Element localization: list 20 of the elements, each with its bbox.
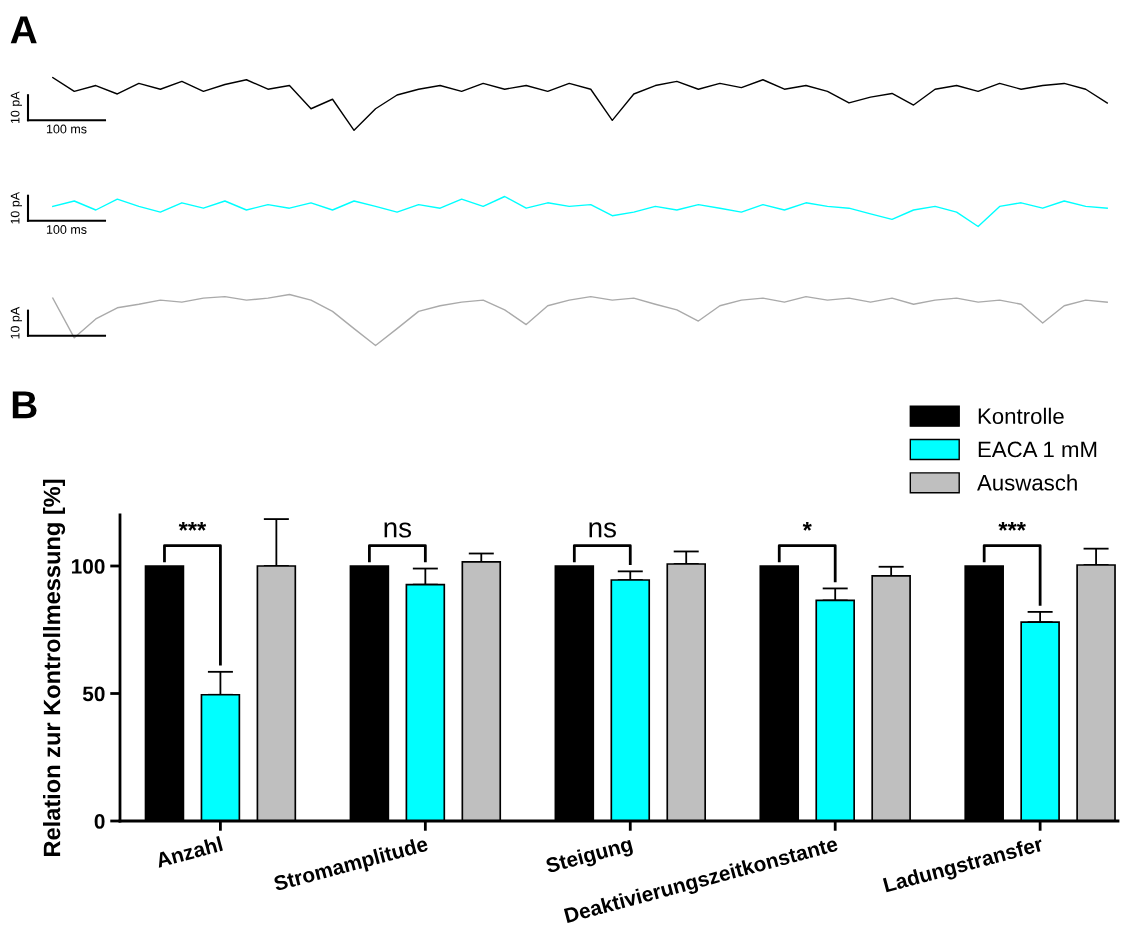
text: 10 pA <box>10 306 22 339</box>
annotation: *** <box>998 521 1026 531</box>
legend-label: Kontrolle <box>978 407 1064 425</box>
x-tick-label: Anzahl <box>154 835 223 868</box>
y-axis-title: Relation zur Kontrollmessung [%] <box>42 479 66 856</box>
chart-title: A <box>10 16 37 44</box>
y-tick-label: 50 <box>82 686 105 702</box>
y-tick-label: 0 <box>94 814 105 829</box>
annotation: ns <box>384 522 412 538</box>
annotation: *** <box>178 521 207 531</box>
chart-title: B <box>12 391 37 419</box>
legend-label: EACA 1 mM <box>978 441 1097 458</box>
y-tick-label: 100 <box>71 559 105 574</box>
text: 10 pA <box>10 191 22 224</box>
annotation: 100 ms <box>46 124 87 134</box>
annotation: 100 ms <box>46 225 87 234</box>
legend-label: Auswasch <box>977 474 1077 491</box>
text: 10 pA <box>10 91 22 124</box>
annotation: * <box>802 521 812 531</box>
annotation: ns <box>589 522 616 538</box>
